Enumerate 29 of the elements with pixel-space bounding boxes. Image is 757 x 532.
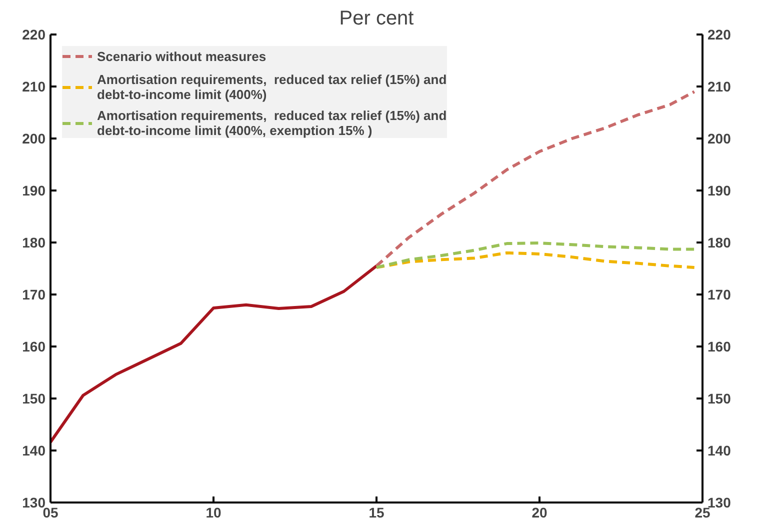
y2-tick-label: 140: [708, 442, 732, 458]
x-tick-label: 25: [694, 504, 710, 520]
y-tick-label: 190: [22, 182, 46, 198]
y-tick-label: 210: [22, 78, 46, 94]
y2-tick-label: 170: [708, 286, 732, 302]
y-tick-label: 220: [22, 26, 46, 42]
chart-title: Per cent: [339, 8, 414, 30]
legend-label: Amortisation requirements, reduced tax relief (15%) and debt-to-income limit (400%): [97, 72, 447, 102]
y-tick-label: 150: [22, 390, 46, 406]
y-tick-label: 200: [22, 130, 46, 146]
y2-tick-label: 220: [708, 26, 732, 42]
y-tick-label: 160: [22, 338, 46, 354]
legend-label: Scenario without measures: [97, 48, 266, 64]
y2-tick-label: 210: [708, 78, 732, 94]
line-series: [375, 242, 696, 269]
legend-label: Amortisation requirements, reduced tax relief (15%) and debt-to-income limit (400%, exemption 15% ): [97, 108, 447, 138]
x-tick-label: 20: [532, 504, 548, 520]
y2-tick-label: 160: [708, 338, 732, 354]
y2-tick-label: 180: [708, 234, 732, 250]
y-tick-label: 140: [22, 442, 46, 458]
y2-tick-label: 190: [708, 182, 732, 198]
x-tick-label: 15: [368, 504, 384, 520]
x-tick-label: 10: [206, 504, 222, 520]
line-series: [50, 264, 378, 444]
y2-tick-label: 200: [708, 130, 732, 146]
y-tick-label: 180: [22, 234, 46, 250]
y2-tick-label: 150: [708, 390, 732, 406]
y-tick-label: 170: [22, 286, 46, 302]
line-series: [375, 251, 696, 269]
